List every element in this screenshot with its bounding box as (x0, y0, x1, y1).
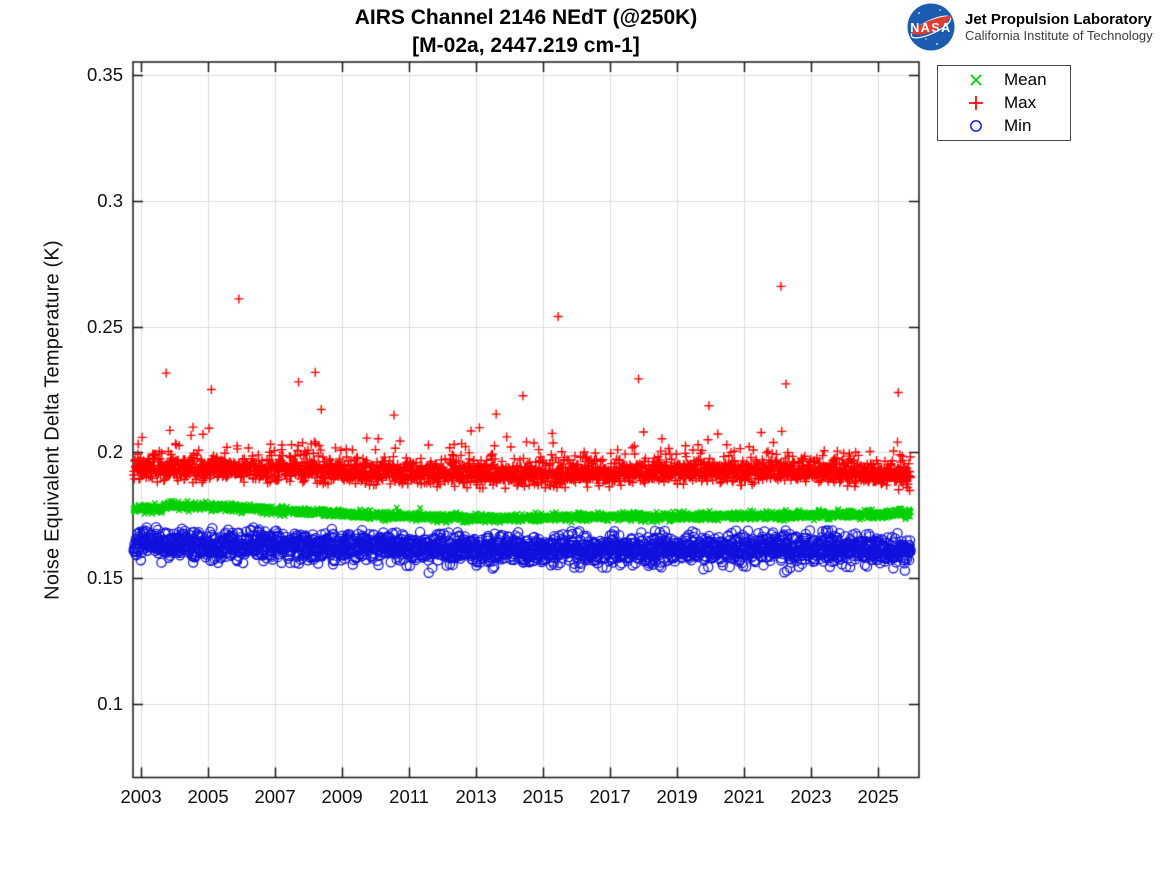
x-tick-label: 2007 (254, 786, 296, 807)
nasa-logo-text: NASA (910, 21, 951, 35)
legend: Mean Max Min (937, 65, 1071, 141)
x-tick-label: 2025 (857, 786, 899, 807)
x-tick-label: 2013 (455, 786, 497, 807)
x-tick-label: 2017 (589, 786, 631, 807)
y-tick-label: 0.2 (97, 441, 123, 463)
x-tick-label: 2023 (790, 786, 832, 807)
x-tick-label: 2015 (522, 786, 564, 807)
x-tick-label: 2003 (120, 786, 162, 807)
nasa-logo-icon: NASA (907, 3, 955, 51)
x-tick-label: 2009 (321, 786, 363, 807)
y-tick-label: 0.1 (97, 692, 123, 714)
x-tick-label: 2011 (389, 786, 429, 807)
y-tick-label: 0.3 (97, 189, 123, 211)
x-tick-label: 2021 (723, 786, 765, 807)
jpl-name: Jet Propulsion Laboratory (965, 11, 1152, 28)
x-tick-label: 2005 (187, 786, 229, 807)
chart-title-block: AIRS Channel 2146 NEdT (@250K) [M-02a, 2… (133, 4, 919, 60)
y-axis-label: Noise Equivalent Delta Temperature (K) (41, 240, 64, 600)
y-tick-label: 0.15 (86, 567, 123, 589)
x-tick-label: 2019 (656, 786, 698, 807)
max-marker-icon (948, 95, 1004, 111)
legend-label-max: Max (1004, 92, 1037, 112)
chart-title: AIRS Channel 2146 NEdT (@250K) (354, 6, 698, 29)
legend-label-mean: Mean (1004, 69, 1047, 89)
jpl-text-block: Jet Propulsion Laboratory California Ins… (965, 11, 1153, 43)
mean-marker-icon (948, 72, 1004, 88)
min-marker-icon (948, 118, 1004, 134)
legend-row-min: Min (948, 115, 1070, 138)
jpl-header: NASA Jet Propulsion Laboratory Californi… (906, 2, 1153, 52)
legend-label-min: Min (1004, 116, 1032, 136)
chart-subtitle: [M-02a, 2447.219 cm-1] (412, 34, 640, 57)
y-tick-label: 0.35 (86, 64, 123, 86)
jpl-subname: California Institute of Technology (965, 28, 1153, 43)
legend-row-max: Max (948, 91, 1070, 114)
y-tick-label: 0.25 (86, 315, 123, 337)
legend-row-mean: Mean (948, 68, 1070, 91)
